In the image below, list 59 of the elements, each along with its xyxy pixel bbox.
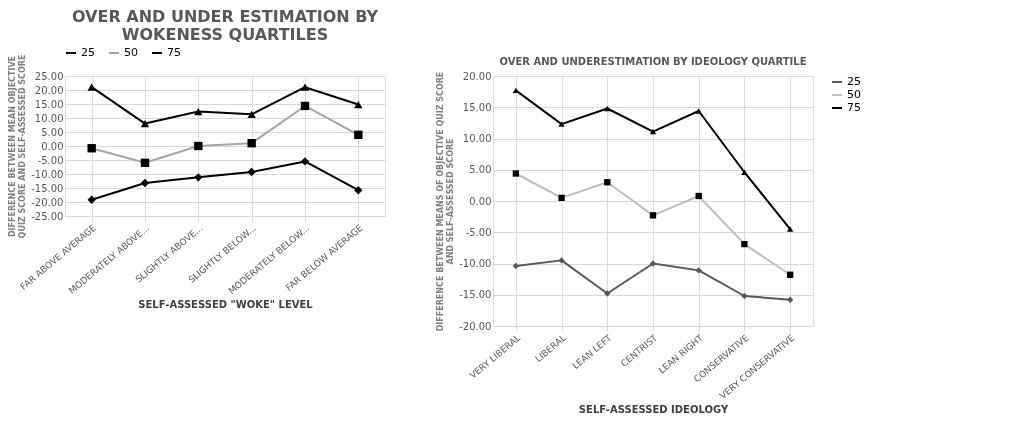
point <box>300 157 310 166</box>
legend-label: 75 <box>167 46 181 59</box>
y-tick-label: -10.00 <box>459 258 492 269</box>
point <box>786 296 794 303</box>
point <box>604 290 611 297</box>
point <box>741 292 748 300</box>
y-tick-label: 10.00 <box>34 112 64 124</box>
legend-label: 50 <box>124 46 138 59</box>
point <box>247 167 256 177</box>
point <box>786 226 794 232</box>
y-tick-label: -15.00 <box>31 182 64 194</box>
y-tick-label: 5.00 <box>41 126 64 138</box>
y-tick-label: -20.00 <box>459 320 492 332</box>
point <box>140 119 150 128</box>
text: OVER AND UNDER ESTIMATION BY <box>71 7 379 26</box>
y-tick-label: -15.00 <box>459 289 492 301</box>
point <box>649 128 657 135</box>
point <box>695 267 702 274</box>
legend-label: 75 <box>847 101 861 114</box>
point <box>247 110 256 118</box>
y-tick-label: 20.00 <box>34 84 64 96</box>
y-tick-label: 10.00 <box>462 133 492 144</box>
y-tick-label: -20.00 <box>31 196 64 208</box>
point <box>558 257 565 264</box>
y-tick-label: 20.00 <box>462 70 492 82</box>
y-tick-label: -25.00 <box>31 210 64 222</box>
legend-label: 25 <box>847 75 861 88</box>
text: WOKENESS QUARTILES <box>121 25 329 44</box>
point <box>695 108 702 114</box>
point <box>649 260 657 267</box>
text: QUIZ SCORE AND SELF-ASSESSED SCORE <box>18 54 28 239</box>
y-tick-label: 15.00 <box>34 98 64 110</box>
point <box>194 107 203 116</box>
legend-label: 25 <box>81 46 95 59</box>
point <box>354 100 363 109</box>
point <box>354 186 363 195</box>
point <box>87 83 96 91</box>
x-axis-title: SELF-ASSESSED "WOKE" LEVEL <box>138 299 314 311</box>
y-tick-label: 5.00 <box>469 164 492 176</box>
y-tick-label: 15.00 <box>462 101 492 113</box>
y-tick-label: -5.00 <box>465 226 492 238</box>
legend-label: 50 <box>847 88 861 101</box>
x-axis-title: SELF-ASSESSED IDEOLOGY <box>578 403 729 415</box>
chart-title: OVER AND UNDERESTIMATION BY IDEOLOGY QUARTILE <box>499 56 807 67</box>
y-tick-label: -10.00 <box>31 168 64 180</box>
text: AND SELF-ASSESSED SCORE <box>446 138 456 265</box>
point <box>558 121 565 127</box>
text: DIFFERENCE BETWEEN MEANS OF OBJECTIVE QUIZ SCORE <box>436 71 446 332</box>
y-tick-label: 0.00 <box>469 195 492 207</box>
point <box>194 173 203 182</box>
text: DIFFERENCE BETWEEN MEAN OBJECTIVE <box>8 55 18 238</box>
point <box>140 178 150 188</box>
point <box>512 262 520 270</box>
point <box>300 83 310 91</box>
point <box>741 169 748 175</box>
y-tick-label: -5.00 <box>37 154 64 166</box>
point <box>87 195 96 204</box>
y-tick-label: 0.00 <box>41 140 64 152</box>
y-tick-label: 25.00 <box>34 70 64 82</box>
